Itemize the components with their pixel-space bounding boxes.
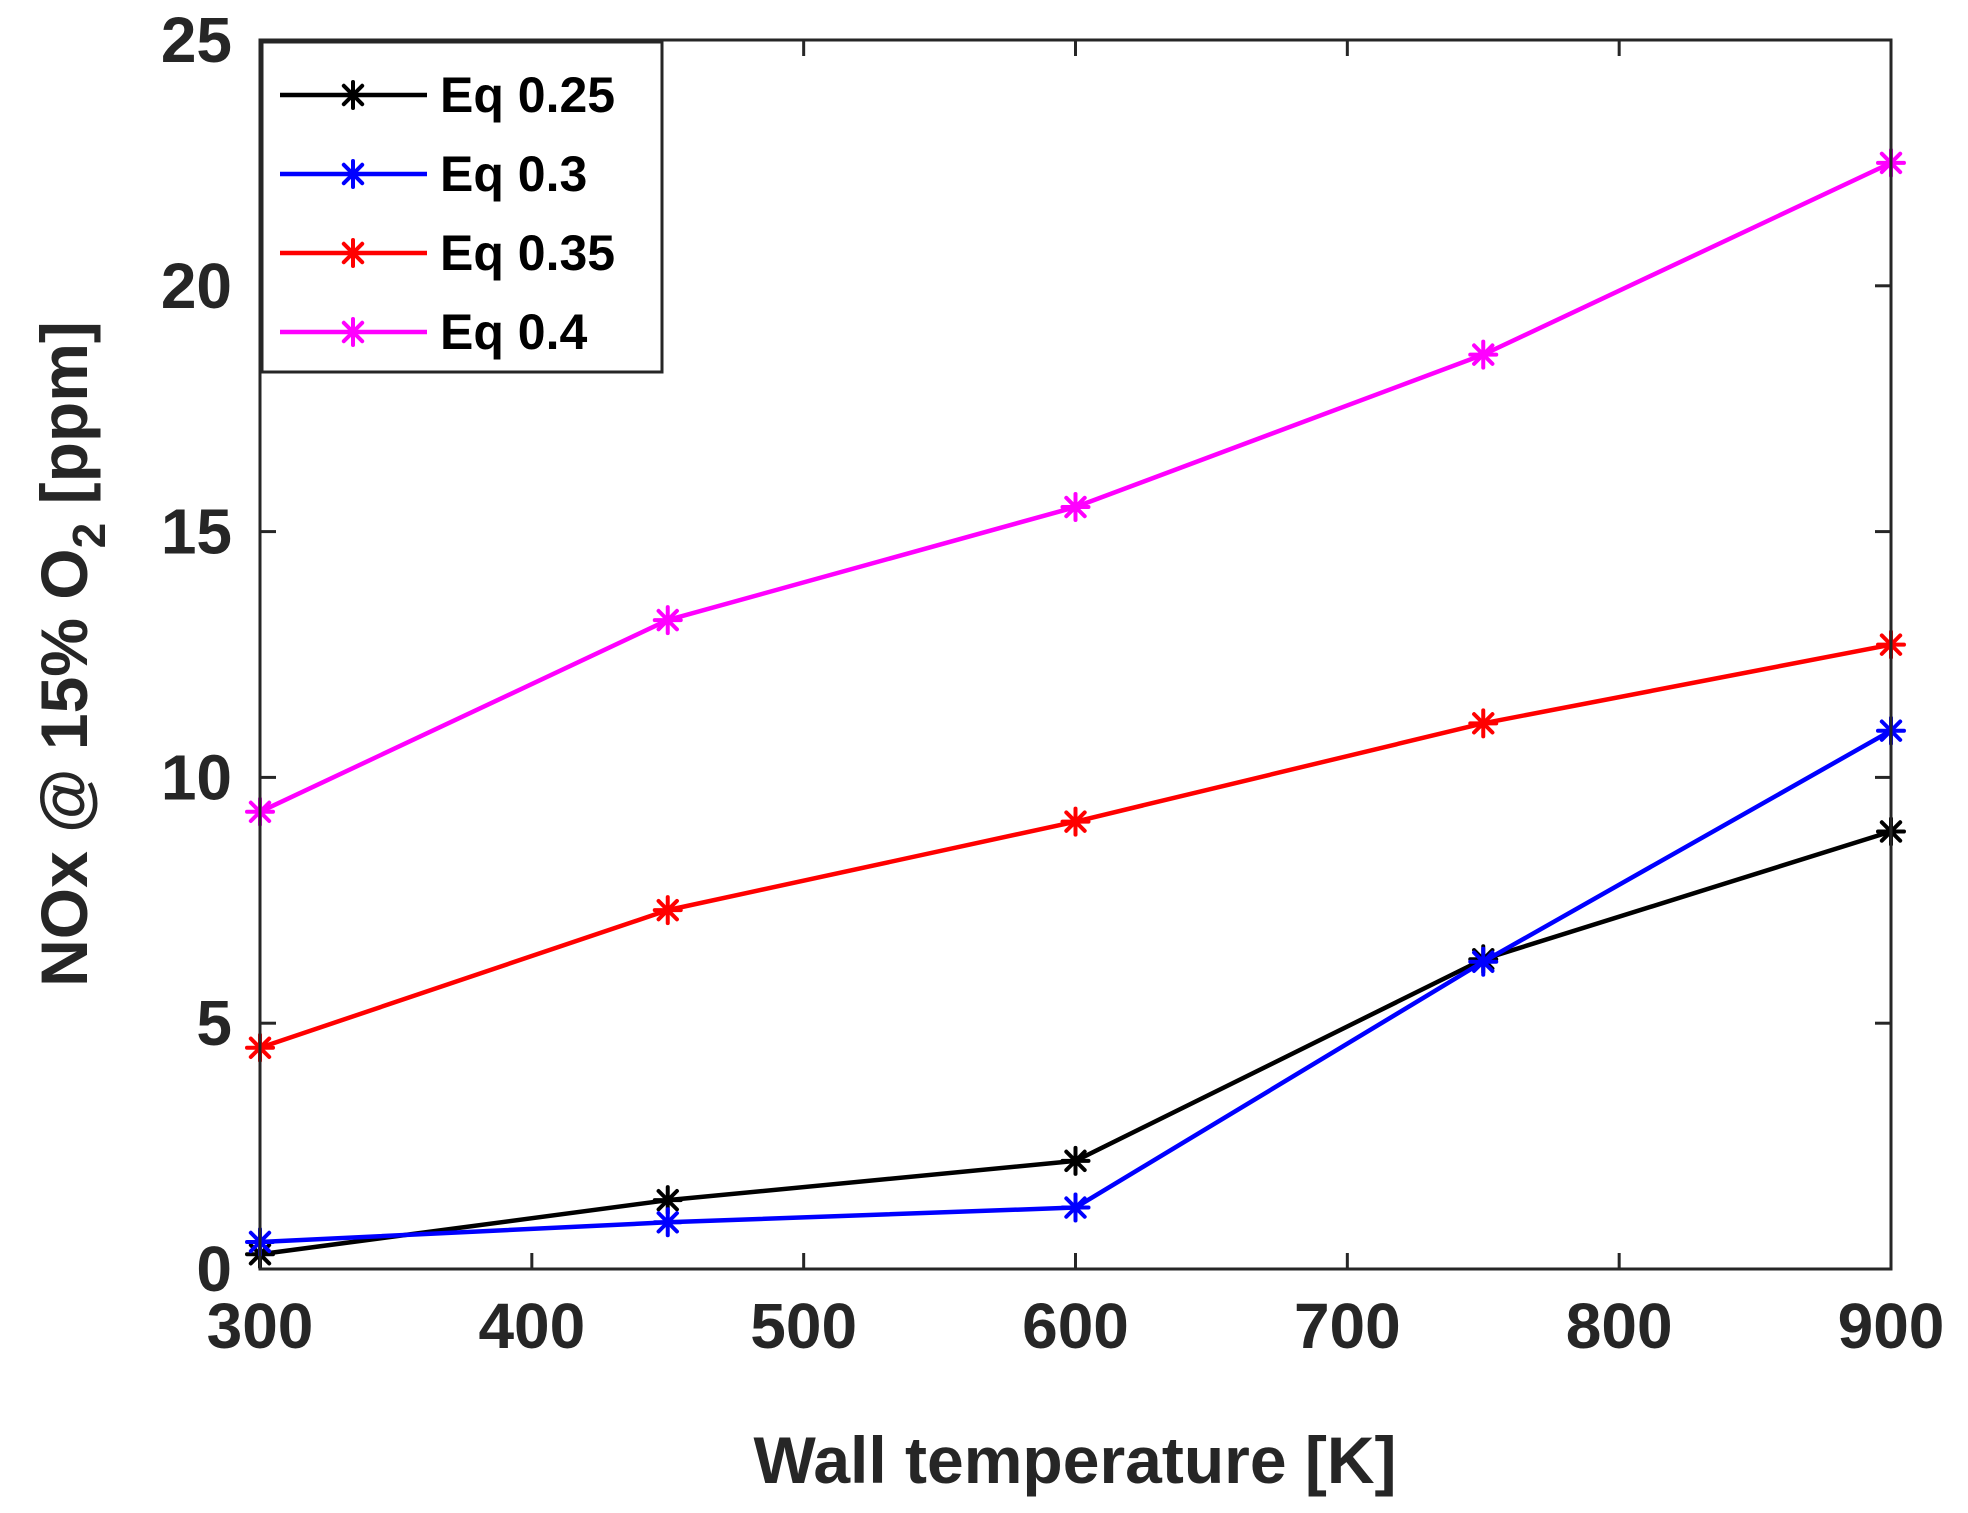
y-axis-label-suffix: [ppm] (27, 321, 101, 523)
y-tick-label: 10 (161, 741, 232, 813)
x-tick-label: 300 (207, 1290, 314, 1362)
x-tick-label: 900 (1838, 1290, 1945, 1362)
legend-label: Eq 0.4 (440, 304, 587, 360)
y-tick-label: 0 (196, 1233, 232, 1305)
legend-marker (338, 80, 368, 110)
data-point (1060, 806, 1091, 837)
x-tick-labels: 300 400 500 600 700 800 900 (207, 1290, 1945, 1362)
legend-label: Eq 0.25 (440, 67, 615, 123)
y-tick-label: 25 (161, 4, 232, 76)
legend-label: Eq 0.35 (440, 225, 615, 281)
data-point (1060, 1192, 1091, 1223)
x-tick-label: 700 (1294, 1290, 1401, 1362)
y-tick-label: 15 (161, 496, 232, 568)
legend-item: Eq 0.25 (280, 67, 615, 123)
x-tick-label: 600 (1022, 1290, 1129, 1362)
data-point (652, 895, 683, 926)
legend: Eq 0.25 Eq 0.3 Eq 0.35 Eq 0.4 (260, 40, 664, 374)
y-tick-label: 5 (196, 987, 232, 1059)
x-tick-label: 800 (1566, 1290, 1673, 1362)
legend-marker (338, 159, 368, 189)
y-tick-label: 20 (161, 250, 232, 322)
legend-item: Eq 0.4 (280, 304, 587, 360)
y-tick-labels: 0 5 10 15 20 25 (161, 4, 232, 1305)
x-tick-label: 500 (750, 1290, 857, 1362)
data-point (1468, 339, 1499, 370)
legend-marker (338, 317, 368, 347)
data-point (652, 1207, 683, 1238)
series-eq-03 (245, 715, 1906, 1257)
y-axis-label: NOx @ 15% O2 [ppm] (27, 321, 115, 987)
legend-item: Eq 0.3 (280, 146, 587, 202)
legend-label: Eq 0.3 (440, 146, 587, 202)
data-point (1060, 1145, 1091, 1176)
plot-frame (258, 38, 1893, 1271)
data-point (1060, 492, 1091, 523)
legend-item: Eq 0.35 (280, 225, 615, 281)
legend-marker (338, 238, 368, 268)
x-axis-label: Wall temperature [K] (754, 1423, 1397, 1497)
y-axis-label-main: NOx @ 15% O (27, 548, 101, 987)
data-point (652, 605, 683, 636)
y-axis-label-subscript: 2 (63, 523, 115, 549)
x-tick-label: 400 (478, 1290, 585, 1362)
data-point (1468, 946, 1499, 977)
data-point (1468, 708, 1499, 739)
